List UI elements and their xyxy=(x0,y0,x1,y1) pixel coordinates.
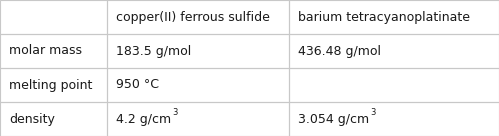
Bar xyxy=(0,68,107,102)
Text: density: density xyxy=(9,112,55,126)
Bar xyxy=(107,0,289,34)
Bar xyxy=(0,0,107,34)
Bar xyxy=(289,34,499,68)
Bar xyxy=(289,102,499,136)
Text: 950 °C: 950 °C xyxy=(116,78,159,92)
Text: 4.2 g/cm: 4.2 g/cm xyxy=(116,112,171,126)
Bar xyxy=(107,34,289,68)
Bar xyxy=(0,34,107,68)
Text: 3: 3 xyxy=(172,108,178,117)
Bar xyxy=(289,0,499,34)
Text: molar mass: molar mass xyxy=(9,44,82,58)
Text: 183.5 g/mol: 183.5 g/mol xyxy=(116,44,192,58)
Bar xyxy=(0,102,107,136)
Text: barium tetracyanoplatinate: barium tetracyanoplatinate xyxy=(298,10,471,24)
Text: copper(II) ferrous sulfide: copper(II) ferrous sulfide xyxy=(116,10,270,24)
Bar xyxy=(107,102,289,136)
Text: 3: 3 xyxy=(371,108,376,117)
Text: melting point: melting point xyxy=(9,78,92,92)
Text: 3.054 g/cm: 3.054 g/cm xyxy=(298,112,370,126)
Text: 436.48 g/mol: 436.48 g/mol xyxy=(298,44,381,58)
Bar xyxy=(289,68,499,102)
Bar xyxy=(107,68,289,102)
